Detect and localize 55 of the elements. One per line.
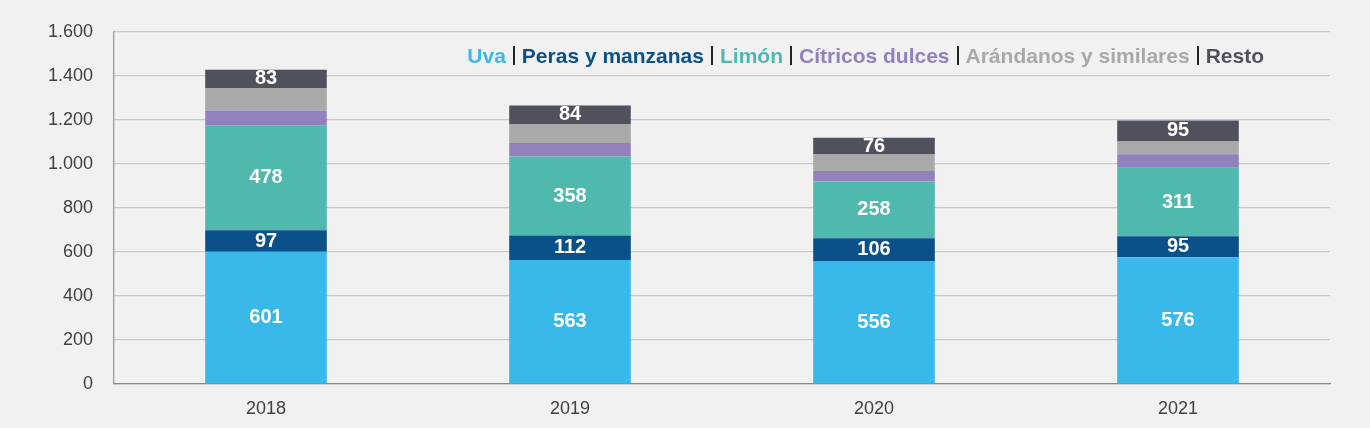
bar (509, 156, 631, 236)
y-tick-label: 1.200 (47, 108, 93, 129)
bar (1117, 154, 1239, 168)
data-label: 601 (249, 305, 283, 328)
bar (509, 142, 631, 157)
data-label: 258 (857, 197, 891, 220)
x-tick-label: 2020 (853, 397, 895, 418)
data-label: 84 (558, 102, 582, 125)
y-tick-label: 1.400 (47, 64, 93, 85)
data-label: 97 (254, 228, 278, 251)
bar (813, 261, 935, 384)
bar (813, 170, 935, 182)
bar (205, 110, 327, 126)
bar (1117, 236, 1239, 258)
x-tick-label: 2021 (1157, 397, 1199, 418)
y-tick-label: 1.000 (47, 152, 93, 173)
data-label: 76 (862, 133, 886, 156)
bar (813, 238, 935, 262)
data-label: 106 (857, 237, 891, 260)
y-tick-label: 600 (62, 240, 93, 261)
bar (509, 260, 631, 384)
bar (205, 87, 327, 111)
text: Uva (467, 43, 506, 68)
bar (1117, 167, 1239, 237)
data-label: 556 (857, 310, 891, 332)
text: Limón (719, 43, 783, 68)
bar (813, 154, 935, 171)
bar (205, 125, 327, 231)
x-tick-label: 2019 (549, 397, 591, 418)
y-tick-label: 400 (62, 284, 93, 305)
data-label: 563 (553, 309, 587, 332)
bar (205, 230, 327, 252)
bar (509, 235, 631, 261)
x-tick-label: 2018 (245, 397, 287, 418)
data-label: 358 (553, 183, 587, 206)
y-tick-label: 800 (62, 196, 93, 217)
data-label: 95 (1166, 234, 1190, 257)
y-tick-label: 200 (62, 328, 93, 349)
data-label: 311 (1161, 189, 1195, 212)
bar (1117, 257, 1239, 384)
text: Cítricos dulces (798, 43, 950, 68)
bar (509, 124, 631, 143)
bar (205, 251, 327, 384)
bar (813, 181, 935, 239)
y-tick-label: 0 (82, 372, 93, 393)
text: Resto (1205, 43, 1264, 68)
data-label: 576 (1161, 307, 1195, 330)
y-tick-label: 1.600 (47, 20, 93, 41)
data-label: 83 (254, 66, 278, 89)
text: Peras y manzanas (521, 43, 704, 68)
data-label: 112 (553, 235, 587, 258)
data-label: 95 (1166, 118, 1190, 141)
bar (1117, 141, 1239, 155)
data-label: 478 (249, 165, 283, 188)
text: Arándanos y similares (965, 43, 1190, 68)
